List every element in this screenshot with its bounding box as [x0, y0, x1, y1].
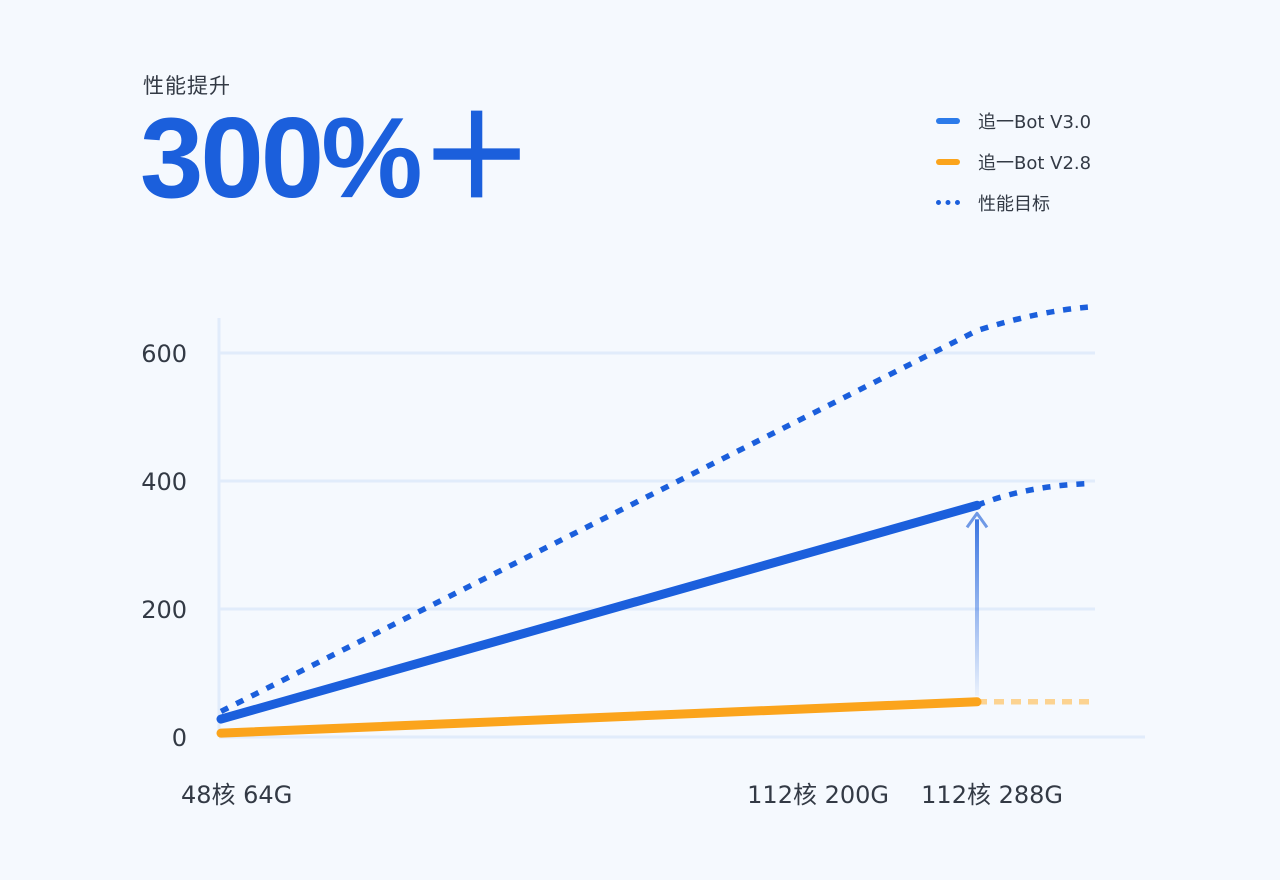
target-series-line: [219, 304, 1091, 714]
legend-swatch-target: [936, 200, 960, 205]
v28-series-line: [216, 697, 982, 738]
legend-label-v28: 追一Bot V2.8: [978, 152, 1092, 174]
legend-label-v30: 追一Bot V3.0: [978, 111, 1092, 133]
growth-arrow-head: [965, 511, 989, 529]
y-tick-label-400: 400: [141, 468, 187, 496]
x-tick-label-0: 48核 64G: [181, 781, 292, 809]
legend-label-target: 性能目标: [978, 193, 1050, 215]
x-tick-label-2: 112核 288G: [921, 781, 1063, 809]
chart-subtitle: 性能提升: [143, 74, 231, 98]
v30-projection-line: [975, 480, 1091, 508]
legend-item-target: 性能目标: [936, 182, 1091, 223]
y-tick-label-600: 600: [141, 340, 187, 368]
y-tick-label-0: 0: [172, 724, 187, 752]
legend-item-v30: 追一Bot V3.0: [936, 100, 1091, 141]
v30-series-line: [216, 500, 982, 724]
x-tick-label-1: 112核 200G: [747, 781, 889, 809]
y-tick-label-200: 200: [141, 596, 187, 624]
legend: 追一Bot V3.0 追一Bot V2.8 性能目标: [936, 100, 1091, 223]
legend-swatch-v28: [936, 158, 960, 165]
headline-metric: 300%＋: [140, 95, 534, 222]
legend-item-v28: 追一Bot V2.8: [936, 141, 1091, 182]
growth-arrow-shaft: [975, 519, 979, 696]
legend-swatch-v30: [936, 117, 960, 124]
